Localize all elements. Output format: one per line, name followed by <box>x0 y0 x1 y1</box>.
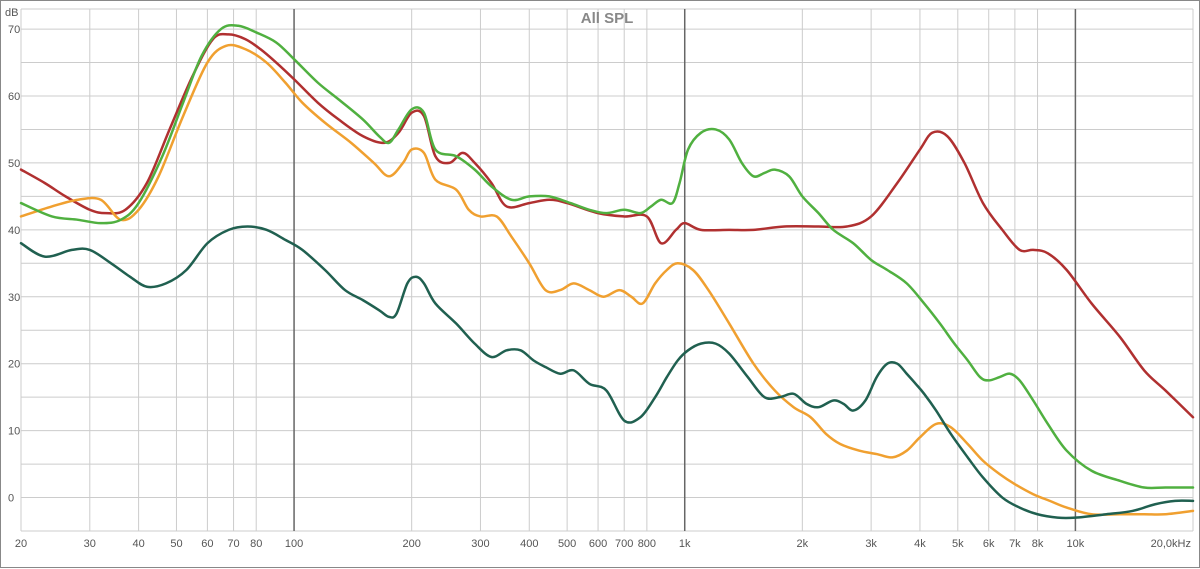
x-tick-label: 800 <box>638 538 656 550</box>
x-tick-label: 8k <box>1032 538 1044 550</box>
y-tick-label: 50 <box>8 158 20 170</box>
x-tick-label: 80 <box>250 538 262 550</box>
spl-chart: 0 10 20 30 40 50 60 70 dB 20 30 40 50 60 70 80 200 300 400… <box>0 0 1200 568</box>
y-tick-label: 70 <box>8 24 20 36</box>
x-tick-label: 30 <box>84 538 96 550</box>
y-tick-label: 10 <box>8 426 20 438</box>
x-tick-label: 5k <box>952 538 964 550</box>
x-tick-label: 7k <box>1009 538 1021 550</box>
y-tick-label: 30 <box>8 292 20 304</box>
x-tick-label: 700 <box>615 538 633 550</box>
x-tick-label: 200 <box>402 538 420 550</box>
x-tick-label: 6k <box>983 538 995 550</box>
y-tick-label: 20 <box>8 359 20 371</box>
chart-title: All SPL <box>581 10 634 27</box>
x-tick-label: 40 <box>132 538 144 550</box>
y-tick-label: 60 <box>8 91 20 103</box>
y-axis-unit: dB <box>5 7 18 19</box>
x-tick-label: 3k <box>865 538 877 550</box>
x-tick-label: 500 <box>558 538 576 550</box>
x-tick-label: 1k <box>679 538 691 550</box>
series-orange <box>21 45 1193 515</box>
chart-svg: 0 10 20 30 40 50 60 70 dB 20 30 40 50 60 70 80 200 300 400… <box>1 1 1200 569</box>
x-tick-label: 600 <box>589 538 607 550</box>
series-teal <box>21 227 1193 519</box>
x-tick-label: 2k <box>797 538 809 550</box>
x-tick-label: 4k <box>914 538 926 550</box>
x-tick-label: 50 <box>170 538 182 550</box>
x-tick-label: 60 <box>201 538 213 550</box>
x-tick-label: 20 <box>15 538 27 550</box>
x-tick-label: 300 <box>471 538 489 550</box>
x-tick-label: 100 <box>285 538 303 550</box>
x-tick-label: 20,0kHz <box>1151 538 1191 550</box>
y-tick-label: 40 <box>8 225 20 237</box>
x-tick-label: 10k <box>1067 538 1085 550</box>
x-tick-label: 70 <box>227 538 239 550</box>
x-tick-label: 400 <box>520 538 538 550</box>
y-tick-label: 0 <box>8 493 14 505</box>
series-red <box>21 34 1193 417</box>
